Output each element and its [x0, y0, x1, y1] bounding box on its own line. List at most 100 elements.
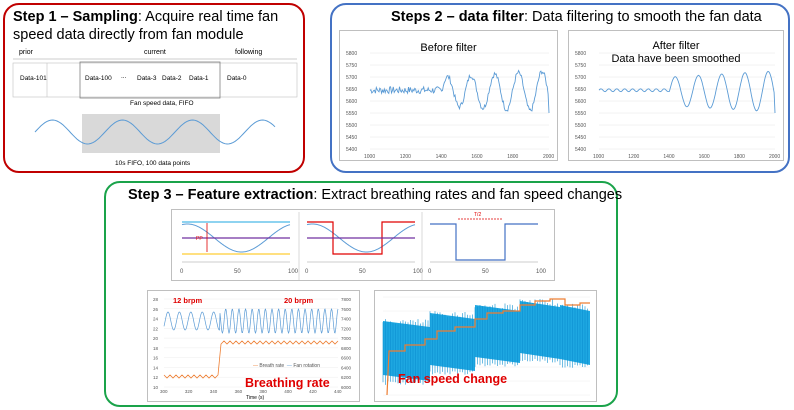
- breath-signal: [181, 223, 291, 253]
- fifo-caption: Fan speed data, FIFO: [130, 100, 194, 107]
- br-x-tick: 360: [235, 389, 243, 394]
- mini-x-tick: 100: [536, 269, 547, 275]
- br-y-tick: 26: [153, 307, 159, 312]
- mini-x-tick: 50: [482, 269, 489, 275]
- y-tick-label: 5400: [575, 147, 586, 153]
- fifo-diagram: [12, 58, 298, 99]
- after-filter-subtitle: Data have been smoothed: [611, 53, 741, 65]
- step1-panel: Step 1 – Sampling: Acquire real time fan…: [3, 3, 305, 173]
- br-y2-tick: 6400: [341, 365, 352, 370]
- y-tick-label: 5750: [346, 63, 357, 69]
- br-y2-tick: 7000: [341, 336, 352, 341]
- br-y-tick: 18: [153, 346, 159, 351]
- br-y2-tick: 6200: [341, 375, 352, 380]
- rate-high-label: 20 brpm: [284, 296, 314, 305]
- br-y-tick: 22: [153, 326, 159, 331]
- fifo-wave: [34, 114, 276, 153]
- y-tick-label: 5800: [575, 51, 586, 57]
- y-tick-label: 5600: [575, 99, 586, 105]
- cell-data-1: Data-1: [189, 75, 209, 82]
- mini-x-tick: 0: [428, 269, 432, 275]
- br-y2-tick: 6800: [341, 346, 352, 351]
- x-tick-label: 1000: [364, 154, 375, 160]
- x-tick-label: 2000: [543, 154, 554, 160]
- header-current: current: [144, 49, 166, 56]
- br-x-tick: 300: [160, 389, 168, 394]
- br-y-tick: 10: [153, 385, 159, 390]
- after-filter-title: After filter: [652, 40, 700, 52]
- step3-panel: Step 3 – Feature extraction: Extract bre…: [104, 181, 622, 407]
- fifo-footnote: 10s FIFO, 100 data points: [115, 160, 191, 167]
- y-tick-label: 5800: [346, 51, 357, 57]
- square-wave: [307, 221, 415, 255]
- mini-x-tick: 50: [234, 269, 241, 275]
- br-x-tick: 420: [309, 389, 317, 394]
- x-tick-label: 1800: [507, 154, 518, 160]
- y-tick-label: 5450: [346, 135, 357, 141]
- y-tick-label: 5650: [346, 87, 357, 93]
- feature-mini-charts: 0 50 100 PP 0 50 100 0 50 100 T/2: [171, 209, 555, 281]
- mini-x-tick: 100: [288, 269, 299, 275]
- x-tick-label: 1200: [628, 154, 639, 160]
- breath-rate-series: [163, 340, 339, 379]
- cell-data-101: Data-101: [20, 75, 47, 82]
- fan-speed-change-chart: Fan speed change: [374, 290, 597, 402]
- br-y-tick: 14: [153, 365, 159, 370]
- step1-title-line2: speed data directly from fan module: [13, 27, 244, 43]
- br-x-tick: 440: [334, 389, 342, 394]
- step3-title: Step 3 – Feature extraction: Extract bre…: [128, 187, 623, 203]
- x-tick-label: 1000: [593, 154, 604, 160]
- br-y2-tick: 7400: [341, 317, 352, 322]
- y-tick-label: 5500: [575, 123, 586, 129]
- x-tick-label: 1600: [699, 154, 710, 160]
- br-x-tick: 400: [284, 389, 292, 394]
- step1-title: Step 1 – Sampling: Acquire real time fan: [13, 9, 279, 25]
- legend-breath: — Breath rate — Fan rotation: [253, 363, 320, 369]
- fan-speed-series: [598, 70, 776, 114]
- br-y2-tick: 7600: [341, 307, 352, 312]
- x-tick-label: 1200: [400, 154, 411, 160]
- cell-data-100: Data-100: [85, 75, 112, 82]
- cell-data-3: Data-3: [137, 75, 157, 82]
- cell-data-2: Data-2: [162, 75, 182, 82]
- breath-signal: [306, 223, 416, 253]
- fan-speed-series: [369, 69, 550, 114]
- y-tick-label: 5450: [575, 135, 586, 141]
- half-period-wave: [430, 223, 538, 261]
- fan-speed-step-series: [386, 298, 590, 396]
- step2-title: Steps 2 – data filter: Data filtering to…: [391, 9, 762, 25]
- y-tick-label: 5700: [346, 75, 357, 81]
- y-tick-label: 5550: [346, 111, 357, 117]
- br-y-tick: 12: [153, 375, 159, 380]
- mini-x-tick: 0: [180, 269, 184, 275]
- y-tick-label: 5750: [575, 63, 586, 69]
- br-xlabel: Time (s): [246, 395, 265, 401]
- x-tick-label: 1400: [663, 154, 674, 160]
- t-half-label: T/2: [474, 212, 481, 218]
- after-filter-chart: After filter Data have been smoothed 580…: [568, 30, 784, 161]
- br-x-tick: 380: [259, 389, 267, 394]
- header-following: following: [235, 49, 263, 56]
- breathing-rate-chart: 28 26 24 22 20 18 16 14 12 10 7800 7600 7400 7200 7000…: [147, 290, 360, 402]
- br-y-tick: 24: [153, 317, 159, 322]
- br-y-tick: 20: [153, 336, 159, 341]
- x-tick-label: 1800: [734, 154, 745, 160]
- y-tick-label: 5400: [346, 147, 357, 153]
- br-y2-tick: 7200: [341, 326, 352, 331]
- cell-data-0: Data-0: [227, 75, 247, 82]
- br-x-tick: 340: [210, 389, 218, 394]
- br-y2-tick: 7800: [341, 297, 352, 302]
- y-tick-label: 5650: [575, 87, 586, 93]
- x-tick-label: 1400: [436, 154, 447, 160]
- mini-x-tick: 100: [413, 269, 424, 275]
- before-filter-chart: Before filter 5800 5750 5700 5650 5600 5550 55…: [339, 30, 558, 161]
- pp-label: PP: [196, 236, 203, 242]
- header-prior: prior: [19, 49, 34, 56]
- mini-x-tick: 50: [359, 269, 366, 275]
- breathing-rate-label: Breathing rate: [245, 376, 330, 390]
- rate-low-label: 12 brpm: [173, 296, 203, 305]
- br-y2-tick: 6000: [341, 385, 352, 390]
- br-y-tick: 28: [153, 297, 159, 302]
- fan-speed-change-label: Fan speed change: [398, 372, 508, 386]
- step2-panel: Steps 2 – data filter: Data filtering to…: [330, 3, 790, 173]
